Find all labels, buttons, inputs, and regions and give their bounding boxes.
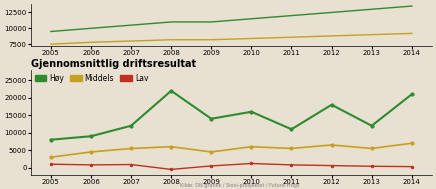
- Text: Gjennomsnittlig driftsresultat: Gjennomsnittlig driftsresultat: [31, 59, 196, 69]
- Legend: Høy, Middels, Lav: Høy, Middels, Lav: [34, 74, 148, 83]
- Text: Kilde: DN grafikk / Siovi-prosjektet / Future-Frogs: Kilde: DN grafikk / Siovi-prosjektet / F…: [180, 183, 300, 188]
